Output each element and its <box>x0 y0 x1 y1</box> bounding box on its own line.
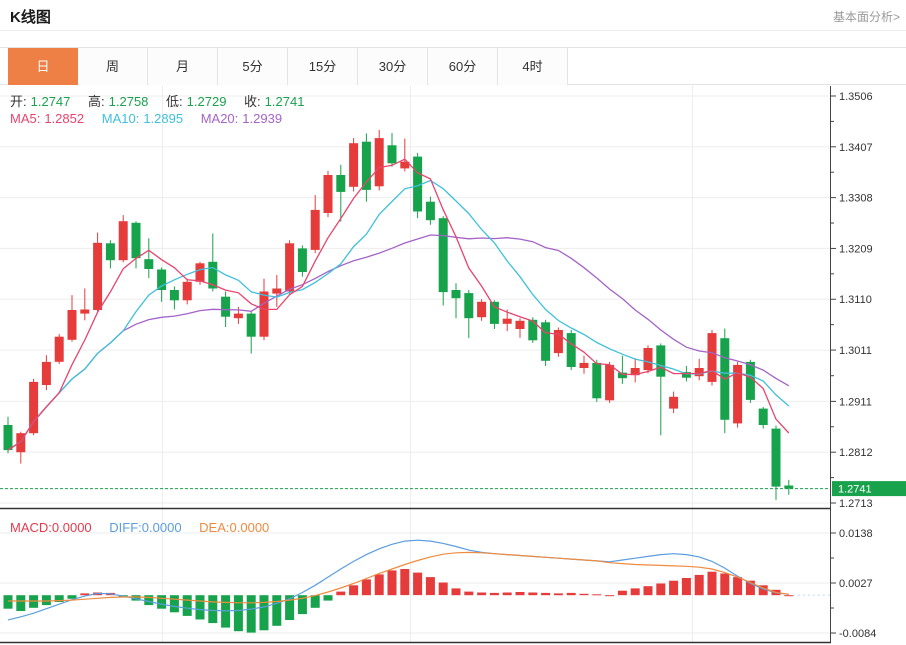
tab-bar: 日周月 5分 15分 30分 60分 4时 <box>0 47 906 85</box>
svg-text:0.0027: 0.0027 <box>839 578 873 590</box>
svg-text:1.2741: 1.2741 <box>838 484 872 496</box>
svg-text:-0.0084: -0.0084 <box>839 628 876 640</box>
svg-text:0.0138: 0.0138 <box>839 528 873 540</box>
svg-text:1.2911: 1.2911 <box>839 396 872 408</box>
tab-月[interactable]: 月 <box>148 48 218 85</box>
header: K线图 基本面分析> <box>0 0 906 31</box>
tab-30分[interactable]: 30分 <box>358 48 428 85</box>
page-title: K线图 <box>10 9 51 26</box>
tab-日[interactable]: 日 <box>8 48 78 85</box>
svg-text:1.3209: 1.3209 <box>839 243 873 255</box>
tab-4时[interactable]: 4时 <box>498 48 568 85</box>
tab-60分[interactable]: 60分 <box>428 48 498 85</box>
svg-text:1.3407: 1.3407 <box>839 142 873 154</box>
svg-text:1.3308: 1.3308 <box>839 193 873 205</box>
fundamental-analysis-link[interactable]: 基本面分析> <box>832 10 900 24</box>
tab-15分[interactable]: 15分 <box>288 48 358 85</box>
kline-chart[interactable]: 1.3506 1.3407 1.3308 1.3209 1.3110 1.3011 1.29… <box>0 86 906 644</box>
svg-text:1.3011: 1.3011 <box>839 345 872 357</box>
svg-text:1.2713: 1.2713 <box>839 498 873 510</box>
chart-area[interactable]: 1.3506 1.3407 1.3308 1.3209 1.3110 1.3011 1.29… <box>0 86 906 644</box>
svg-text:1.3506: 1.3506 <box>839 91 873 103</box>
tab-5分[interactable]: 5分 <box>218 48 288 85</box>
svg-text:1.2812: 1.2812 <box>839 447 873 459</box>
svg-text:1.3110: 1.3110 <box>839 294 872 306</box>
tab-周[interactable]: 周 <box>78 48 148 85</box>
